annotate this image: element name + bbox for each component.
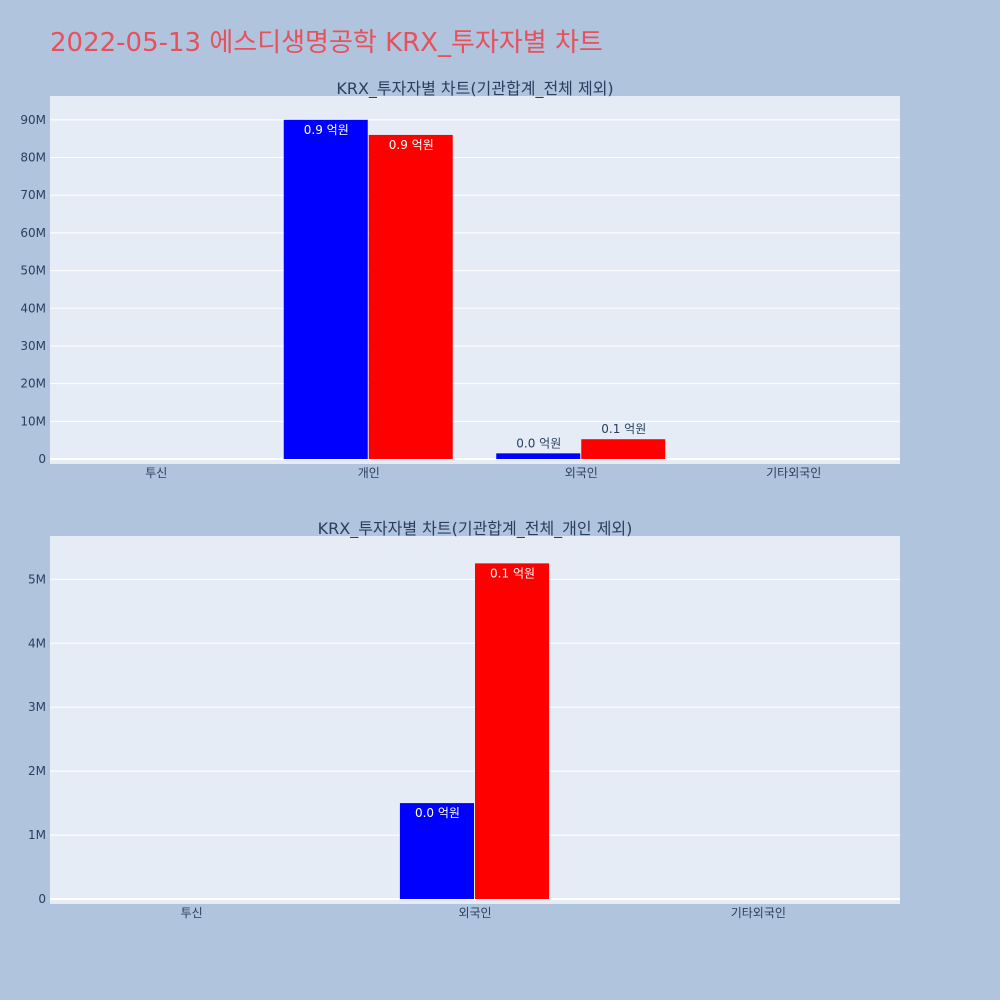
chart2-title: KRX_투자자별 차트(기관합계_전체_개인 제외) (318, 519, 633, 539)
chart2-x-tick-label: 외국인 (458, 906, 491, 920)
chart1-data-label: 0.9 억원 (389, 138, 434, 152)
chart2-y-tick-label: 4M (28, 636, 46, 650)
chart1-y-tick-label: 20M (20, 377, 46, 391)
chart1-data-label: 0.0 억원 (516, 436, 561, 450)
chart1-plot-area (50, 96, 900, 464)
chart1-data-label: 0.9 억원 (304, 123, 349, 137)
chart1-bar (581, 439, 666, 459)
chart1-y-tick-label: 10M (20, 414, 46, 428)
chart2-data-label: 0.1 억원 (490, 566, 535, 580)
chart1-y-tick-label: 30M (20, 339, 46, 353)
chart1-y-tick-label: 0 (38, 452, 46, 466)
chart1-bar (368, 134, 453, 460)
chart1-title: KRX_투자자별 차트(기관합계_전체 제외) (336, 79, 613, 99)
page-title: 2022-05-13 에스디생명공학 KRX_투자자별 차트 (50, 28, 603, 58)
chart1-data-label: 0.1 억원 (601, 422, 646, 436)
chart2-y-tick-label: 0 (38, 892, 46, 906)
chart1-x-tick-label: 개인 (358, 466, 380, 480)
chart2-y-tick-label: 5M (28, 572, 46, 586)
chart2-data-label: 0.0 억원 (415, 806, 460, 820)
chart1-bar (283, 119, 368, 459)
chart2-y-tick-label: 1M (28, 828, 46, 842)
chart2-bar (475, 563, 550, 899)
chart1-x-tick-label: 기타외국인 (766, 466, 821, 480)
chart2-y-tick-label: 3M (28, 700, 46, 714)
chart1-x-tick-label: 외국인 (565, 466, 598, 480)
chart1-y-tick-label: 60M (20, 226, 46, 240)
chart1-bar (496, 453, 581, 459)
chart2-x-tick-label: 기타외국인 (731, 906, 786, 920)
chart1-y-tick-label: 90M (20, 113, 46, 127)
chart2-bar (399, 803, 474, 899)
chart1-y-tick-label: 40M (20, 301, 46, 315)
chart1-x-tick-label: 투신 (145, 466, 167, 480)
chart1-y-tick-label: 50M (20, 264, 46, 278)
chart2-x-tick-label: 투신 (181, 906, 203, 920)
chart1-y-tick-label: 70M (20, 188, 46, 202)
chart1-y-tick-label: 80M (20, 151, 46, 165)
chart2-y-tick-label: 2M (28, 764, 46, 778)
